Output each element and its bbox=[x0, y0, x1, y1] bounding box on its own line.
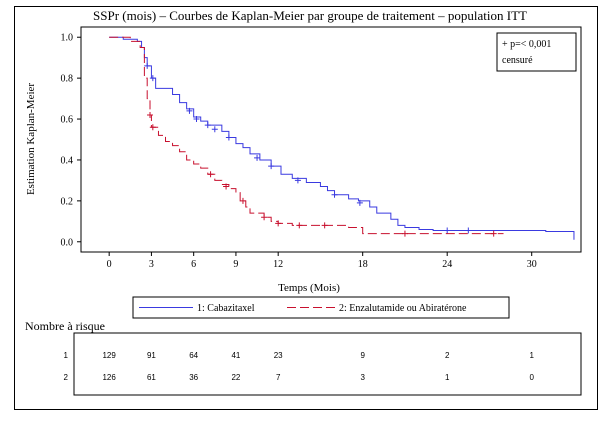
x-tick-label: 6 bbox=[191, 259, 196, 270]
censor-mark-2 bbox=[275, 220, 282, 227]
risk-row-label: 1 bbox=[64, 351, 69, 360]
censor-mark-1 bbox=[211, 126, 218, 133]
chart-title: SSPr (mois) – Courbes de Kaplan-Meier pa… bbox=[93, 8, 527, 23]
x-tick-label: 9 bbox=[233, 259, 238, 270]
risk-table: 1 129 91 64 41 23 9 2 1 2 126 61 36 22 7 3 1 0 bbox=[64, 351, 535, 382]
kaplan-meier-chart: SSPr (mois) – Courbes de Kaplan-Meier pa… bbox=[25, 8, 582, 396]
censor-mark-2 bbox=[490, 230, 497, 237]
censor-mark-1 bbox=[186, 107, 193, 114]
x-tick-label: 24 bbox=[442, 259, 452, 270]
y-tick-label: 0.4 bbox=[61, 155, 74, 166]
censor-mark-2 bbox=[321, 222, 328, 229]
censor-mark-1 bbox=[294, 177, 301, 184]
risk-count: 1 bbox=[445, 373, 450, 382]
censor-mark-1 bbox=[331, 191, 338, 198]
censor-mark-2 bbox=[207, 171, 214, 178]
plot-area bbox=[80, 26, 582, 253]
y-axis-label: Estimation Kaplan-Meier bbox=[25, 83, 37, 195]
censor-mark-1 bbox=[254, 154, 261, 161]
censor-mark-1 bbox=[444, 227, 451, 234]
figure-frame: SSPr (mois) – Courbes de Kaplan-Meier pa… bbox=[14, 6, 598, 410]
censor-mark-1 bbox=[149, 75, 156, 82]
legend-label-cabazitaxel: 1: Cabazitaxel bbox=[197, 303, 255, 314]
risk-count: 36 bbox=[189, 373, 198, 382]
x-axis-label: Temps (Mois) bbox=[278, 282, 340, 294]
censor-mark-1 bbox=[225, 134, 232, 141]
risk-count: 22 bbox=[231, 373, 240, 382]
censor-mark-2 bbox=[401, 230, 408, 237]
censor-mark-1 bbox=[204, 122, 211, 129]
x-tick-label: 18 bbox=[358, 259, 368, 270]
risk-count: 91 bbox=[147, 351, 156, 360]
risk-row-label: 2 bbox=[64, 373, 69, 382]
censor-mark-1 bbox=[144, 62, 151, 69]
censor-mark-2 bbox=[261, 214, 268, 221]
p-value-note: + p=< 0,001 bbox=[502, 39, 551, 50]
censor-mark-1 bbox=[268, 163, 275, 170]
censor-mark-2 bbox=[147, 111, 154, 118]
legend-label-enzalutamide: 2: Enzalutamide ou Abiratérone bbox=[339, 303, 467, 314]
risk-count: 7 bbox=[276, 373, 281, 382]
risk-count: 64 bbox=[189, 351, 198, 360]
y-axis: 0.0 0.2 0.4 0.6 0.8 1.0 bbox=[61, 33, 81, 248]
censored-note: censuré bbox=[502, 55, 533, 66]
censor-mark-1 bbox=[465, 227, 472, 234]
x-tick-label: 12 bbox=[273, 259, 283, 270]
risk-count: 2 bbox=[445, 351, 450, 360]
y-tick-label: 1.0 bbox=[61, 33, 74, 44]
risk-count: 126 bbox=[102, 373, 116, 382]
risk-count: 41 bbox=[231, 351, 240, 360]
censor-mark-1 bbox=[193, 116, 200, 123]
risk-count: 3 bbox=[360, 373, 365, 382]
y-tick-label: 0.8 bbox=[61, 74, 74, 85]
risk-count: 1 bbox=[529, 351, 534, 360]
x-tick-label: 3 bbox=[149, 259, 154, 270]
annotation-box bbox=[496, 32, 577, 72]
survival-curve-2 bbox=[109, 36, 504, 235]
risk-count: 0 bbox=[529, 373, 534, 382]
censor-mark-2 bbox=[223, 183, 230, 190]
y-tick-label: 0.2 bbox=[61, 196, 74, 207]
risk-count: 9 bbox=[360, 351, 365, 360]
censor-mark-2 bbox=[296, 222, 303, 229]
risk-table-title: Nombre à risque bbox=[25, 319, 105, 333]
risk-count: 61 bbox=[147, 373, 156, 382]
risk-table-box bbox=[73, 332, 582, 396]
x-axis: 0 3 6 9 12 18 24 30 bbox=[107, 252, 537, 270]
x-tick-label: 30 bbox=[527, 259, 537, 270]
survival-curves bbox=[109, 36, 575, 240]
risk-count: 129 bbox=[102, 351, 116, 360]
y-tick-label: 0.0 bbox=[61, 237, 74, 248]
x-tick-label: 0 bbox=[107, 259, 112, 270]
censor-mark-2 bbox=[149, 124, 156, 131]
y-tick-label: 0.6 bbox=[61, 115, 74, 126]
risk-count: 23 bbox=[274, 351, 283, 360]
censor-mark-2 bbox=[239, 197, 246, 204]
censor-mark-1 bbox=[356, 199, 363, 206]
